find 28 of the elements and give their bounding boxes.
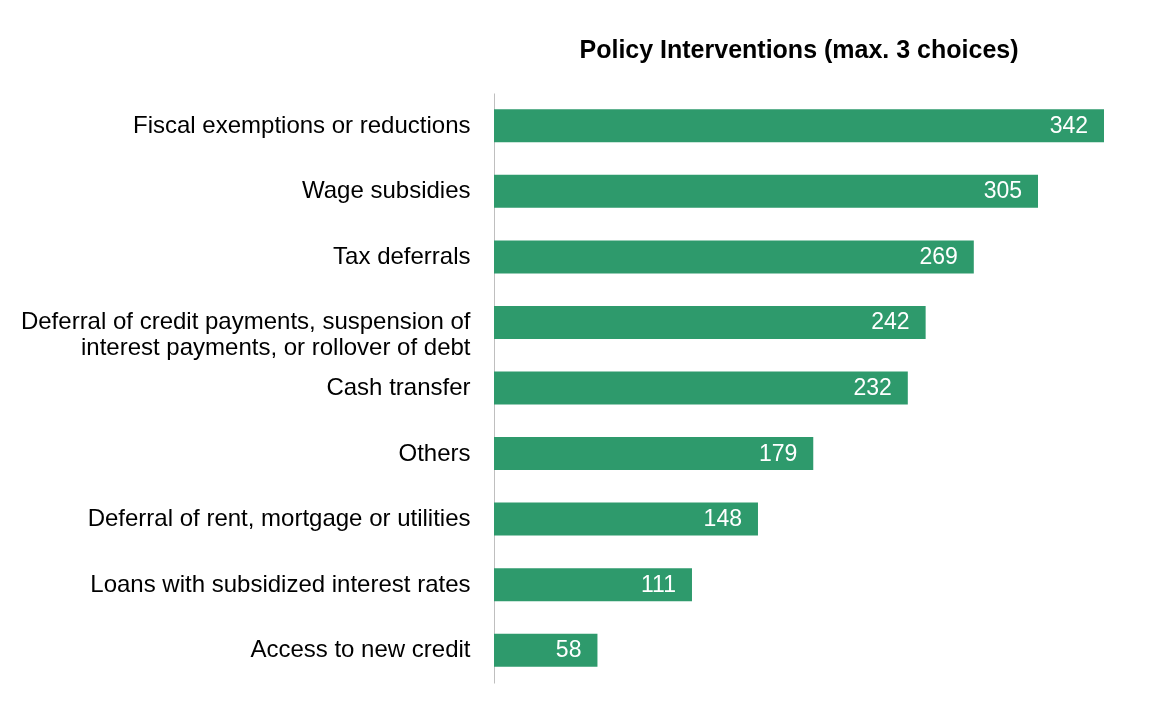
bar <box>494 305 926 339</box>
y-tick-label: Cash transfer <box>326 373 471 400</box>
bar <box>494 437 814 471</box>
data-label: 111 <box>641 570 676 597</box>
bar <box>494 568 692 602</box>
data-label: 342 <box>1049 111 1088 138</box>
y-tick-label: Access to new credit <box>250 635 471 663</box>
bar <box>494 109 1104 143</box>
data-label: 269 <box>919 242 958 269</box>
chart-title: Policy Interventions (max. 3 choices) <box>579 35 1019 63</box>
y-tick-label: Wage subsidies <box>301 176 471 204</box>
y-tick-label: Tax deferrals <box>333 241 471 269</box>
data-label: 305 <box>983 177 1023 204</box>
data-label: 242 <box>871 308 910 335</box>
bar <box>494 174 1039 208</box>
y-tick-label: Deferral of rent, mortgage or utilities <box>87 504 471 532</box>
bar <box>494 240 974 274</box>
y-tick-label: Loans with subsidized interest rates <box>90 569 471 597</box>
y-tick-label: Others <box>398 438 471 466</box>
data-label: 58 <box>555 636 582 663</box>
bar <box>494 371 908 405</box>
bar <box>494 502 758 536</box>
y-tick-label: Fiscal exemptions or reductions <box>133 110 471 138</box>
data-label: 232 <box>853 374 892 400</box>
y-tick-label: Deferral of credit payments, suspension of interest payments, or rollover of debt <box>20 307 471 361</box>
bar <box>494 633 598 667</box>
data-label: 148 <box>703 505 742 532</box>
data-label: 179 <box>758 439 798 466</box>
